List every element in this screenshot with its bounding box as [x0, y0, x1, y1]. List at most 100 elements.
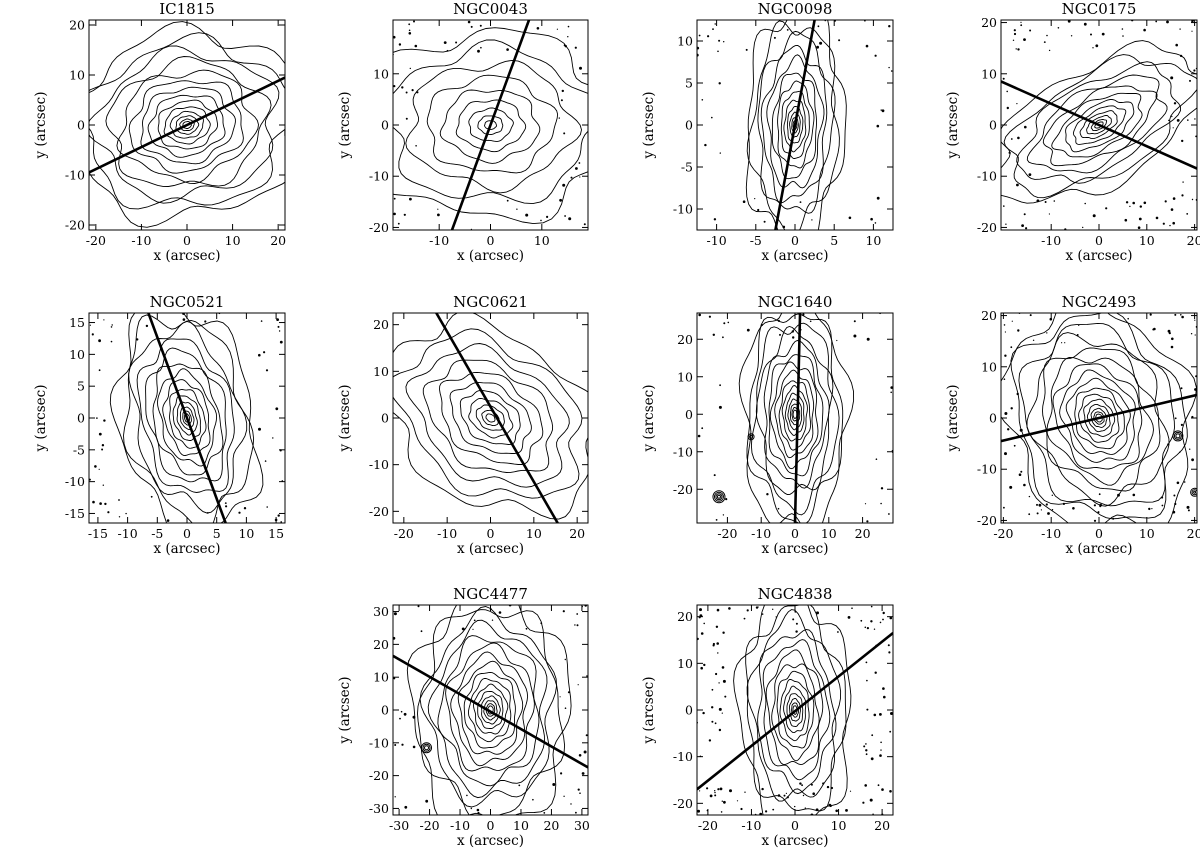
noise-speckle	[415, 145, 417, 147]
noise-speckle	[1015, 48, 1017, 50]
isophote-contour	[176, 401, 198, 436]
isophote-contour	[175, 115, 200, 135]
isophote-contour	[765, 649, 824, 766]
isophote-contour	[152, 363, 224, 476]
x-axis-label: x (arcsec)	[762, 833, 829, 849]
noise-speckle	[722, 336, 724, 339]
noise-speckle	[1051, 509, 1054, 511]
noise-speckle	[845, 809, 848, 812]
noise-speckle	[1040, 509, 1042, 511]
noise-speckle	[718, 728, 722, 732]
noise-speckle	[880, 487, 884, 490]
noise-speckle	[263, 351, 266, 354]
noise-speckle	[1016, 103, 1018, 105]
foreground-star	[713, 491, 724, 502]
isophote-contour	[157, 368, 218, 467]
y-tick-label: -10	[673, 749, 693, 764]
y-tick-label: -10	[369, 457, 389, 472]
noise-speckle	[882, 611, 885, 615]
noise-speckle	[416, 91, 419, 94]
noise-speckle	[1174, 313, 1177, 316]
noise-speckle	[795, 622, 798, 625]
noise-speckle	[1007, 428, 1010, 431]
isophote-contour	[1003, 54, 1197, 199]
isophote-contour	[777, 80, 815, 169]
noise-speckle	[1093, 504, 1096, 507]
noise-speckle	[394, 796, 396, 798]
x-tick-label: -10	[1041, 526, 1061, 541]
noise-speckle	[1138, 217, 1142, 221]
noise-speckle	[869, 798, 873, 802]
noise-speckle	[102, 484, 105, 486]
noise-speckle	[707, 35, 710, 38]
noise-speckle	[1067, 20, 1071, 23]
noise-speckle	[562, 610, 565, 613]
y-tick-label: 20	[677, 332, 693, 347]
noise-speckle	[408, 29, 411, 32]
y-tick-label: 10	[69, 347, 85, 362]
noise-speckle	[99, 502, 102, 505]
noise-speckle	[717, 50, 719, 53]
panel-ngc4477: NGC4477 -30 -20 -10 0 10 20 30 -30 -20 -10 0 10 20 30 x…	[337, 585, 590, 849]
noise-speckle	[405, 117, 408, 120]
noise-speckle	[870, 217, 873, 221]
noise-speckle	[1004, 412, 1008, 415]
x-tick-label: -20	[717, 526, 737, 541]
noise-speckle	[761, 787, 764, 791]
y-tick-label: 5	[685, 76, 693, 91]
y-tick-label: -10	[977, 169, 997, 184]
y-axis-label: y (arcsec)	[337, 385, 353, 453]
noise-speckle	[1029, 314, 1032, 317]
noise-speckle	[470, 807, 472, 810]
noise-speckle	[817, 25, 820, 28]
noise-speckle	[409, 197, 412, 201]
noise-speckle	[757, 208, 760, 212]
noise-speckle	[525, 213, 529, 217]
isophote-contour	[789, 698, 801, 722]
noise-speckle	[717, 652, 719, 654]
isophote-contour	[179, 118, 195, 132]
noise-speckle	[412, 715, 416, 719]
isophote-contour	[172, 395, 201, 441]
noise-speckle	[866, 679, 868, 682]
noise-speckle	[1189, 79, 1191, 82]
noise-speckle	[887, 644, 890, 647]
noise-speckle	[838, 39, 841, 42]
contour-set	[697, 605, 893, 815]
noise-speckle	[1179, 28, 1181, 30]
x-tick-label: 10	[513, 818, 529, 833]
isophote-contour	[1072, 105, 1127, 145]
y-tick-label: 10	[981, 66, 997, 81]
noise-speckle	[754, 198, 756, 200]
noise-speckle	[697, 434, 701, 438]
isophote-contour	[781, 385, 808, 442]
isophote-contour	[791, 702, 799, 718]
noise-speckle	[561, 89, 564, 93]
isophote-contour	[1059, 369, 1136, 463]
noise-speckle	[1187, 509, 1190, 512]
noise-speckle	[98, 369, 101, 372]
panel-ngc0098: NGC0098 -10 -5 0 5 10 -10 -5 0 5 10 x (arcsec) y (ar…	[641, 0, 894, 264]
noise-speckle	[794, 610, 797, 613]
noise-speckle	[713, 474, 716, 477]
noise-speckle	[700, 666, 703, 670]
panel-title: NGC0621	[453, 293, 528, 311]
noise-speckle	[276, 318, 279, 321]
noise-speckle	[405, 91, 408, 94]
noise-speckle	[455, 41, 458, 44]
noise-speckle	[1167, 329, 1171, 333]
noise-speckle	[1003, 324, 1006, 326]
x-tick-label: 10	[821, 526, 837, 541]
panel-title: NGC2493	[1062, 293, 1137, 311]
noise-speckle	[577, 684, 579, 686]
isophote-contour	[468, 397, 514, 439]
noise-speckle	[1170, 208, 1174, 211]
y-tick-label: 20	[69, 18, 85, 33]
noise-speckle	[563, 132, 566, 135]
x-tick-label: -10	[450, 818, 470, 833]
noise-speckle	[204, 320, 207, 323]
noise-speckle	[275, 407, 279, 411]
noise-speckle	[830, 786, 834, 790]
noise-speckle	[809, 320, 812, 323]
noise-speckle	[766, 493, 769, 496]
